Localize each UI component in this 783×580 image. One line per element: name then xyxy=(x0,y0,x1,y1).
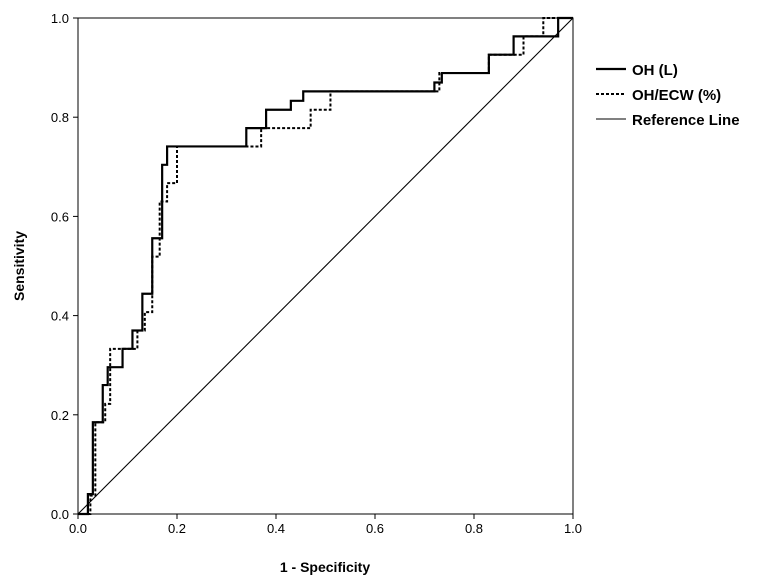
plot-area xyxy=(77,17,574,515)
series-line-oh-ecw xyxy=(78,17,573,515)
x-tick-label-3: 0.6 xyxy=(366,521,384,536)
x-tick-label-2: 0.4 xyxy=(267,521,285,536)
series-line-reference-line xyxy=(77,17,574,515)
x-axis: 0.0 0.2 0.4 0.6 0.8 1.0 xyxy=(69,514,582,536)
y-axis-title: Sensitivity xyxy=(11,231,27,301)
y-tick-label-4: 0.8 xyxy=(51,110,69,125)
y-tick-label-2: 0.4 xyxy=(51,309,69,324)
x-tick-label-4: 0.8 xyxy=(465,521,483,536)
legend: OH (L) OH/ECW (%) Reference Line xyxy=(596,62,740,129)
y-tick-label-3: 0.6 xyxy=(51,209,69,224)
x-axis-title: 1 - Specificity xyxy=(280,559,370,575)
legend-label-0: OH (L) xyxy=(632,62,678,79)
legend-label-1: OH/ECW (%) xyxy=(632,87,721,104)
y-tick-label-1: 0.2 xyxy=(51,408,69,423)
y-axis: 0.0 0.2 0.4 0.6 0.8 1.0 xyxy=(51,11,78,522)
x-tick-label-0: 0.0 xyxy=(69,521,87,536)
legend-label-2: Reference Line xyxy=(632,112,740,129)
x-tick-label-1: 0.2 xyxy=(168,521,186,536)
x-tick-label-5: 1.0 xyxy=(564,521,582,536)
y-tick-label-0: 0.0 xyxy=(51,507,69,522)
series-layer xyxy=(77,16,574,516)
y-tick-label-5: 1.0 xyxy=(51,11,69,26)
